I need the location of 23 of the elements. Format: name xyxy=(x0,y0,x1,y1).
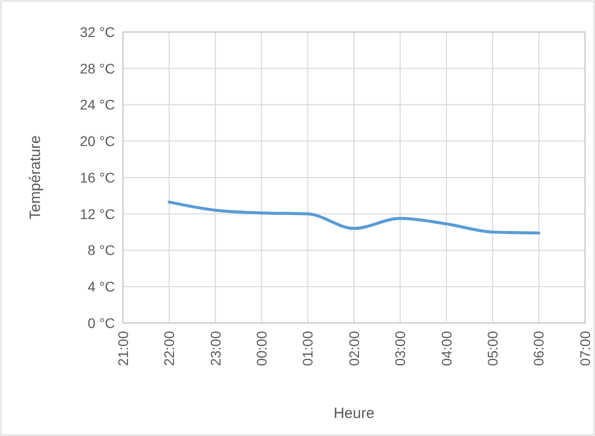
x-tick-label: 02:00 xyxy=(346,330,362,366)
y-tick-label: 12 °C xyxy=(80,206,115,222)
x-tick-label: 07:00 xyxy=(576,330,593,366)
y-tick-label: 32 °C xyxy=(80,24,115,40)
x-tick-label: 21:00 xyxy=(114,330,131,366)
y-tick-label: 20 °C xyxy=(80,133,115,150)
line-series xyxy=(168,200,540,234)
x-tick-label: 01:00 xyxy=(300,330,316,366)
y-tick-label: 0 °C xyxy=(88,314,115,331)
y-tick-label: 8 °C xyxy=(88,242,115,258)
x-tick-label: 03:00 xyxy=(392,330,408,366)
y-axis-title: Température xyxy=(27,135,44,220)
y-tick-label: 24 °C xyxy=(80,96,115,113)
y-tick-label: 4 °C xyxy=(88,278,115,295)
x-tick-label: 22:00 xyxy=(161,330,178,366)
x-axis-title: Heure xyxy=(334,405,374,422)
x-tick-label: 05:00 xyxy=(484,330,500,366)
y-tick-label: 16 °C xyxy=(80,169,115,186)
x-tick-label: 23:00 xyxy=(207,330,224,366)
x-tick-label: 04:00 xyxy=(438,330,454,366)
y-tick-label: 28 °C xyxy=(80,60,115,76)
x-tick-label: 00:00 xyxy=(254,330,270,366)
x-tick-label: 06:00 xyxy=(530,330,547,366)
